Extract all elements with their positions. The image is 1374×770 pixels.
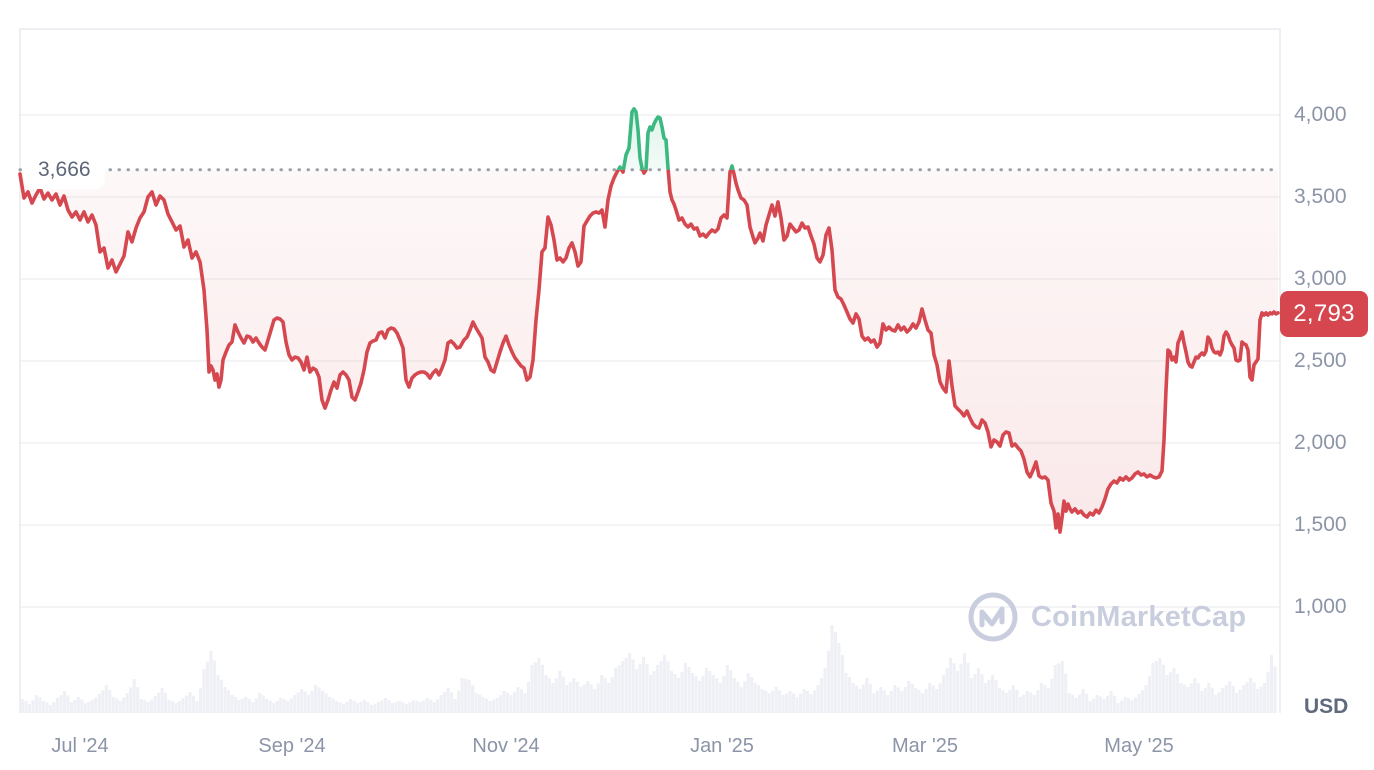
coinmarketcap-logo-icon [968,592,1018,642]
x-axis-tick-label: Sep '24 [258,735,326,757]
baseline-value-label: 3,666 [24,153,105,189]
x-axis-tick-label: Jul '24 [51,735,109,757]
y-axis-tick-label: 3,000 [1294,267,1347,290]
watermark-text: CoinMarketCap [1031,601,1247,633]
y-axis-tick-label: 2,500 [1294,349,1347,372]
coinmarketcap-watermark: CoinMarketCap [967,591,1246,643]
x-axis-tick-label: Mar '25 [891,735,959,757]
y-axis-tick-label: 2,000 [1294,431,1347,454]
y-axis-tick-label: 1,000 [1294,595,1347,618]
y-axis-tick-label: 1,500 [1294,513,1347,536]
x-axis-tick-label: Nov '24 [472,735,540,757]
currency-unit-label: USD [1304,695,1349,718]
y-axis-tick-label: 4,000 [1294,103,1347,126]
current-price-badge: 2,793 [1280,291,1368,337]
x-axis-tick-label: Jan '25 [690,735,754,757]
x-axis-tick-label: May '25 [1104,735,1174,757]
y-axis-tick-label: 3,500 [1294,185,1347,208]
